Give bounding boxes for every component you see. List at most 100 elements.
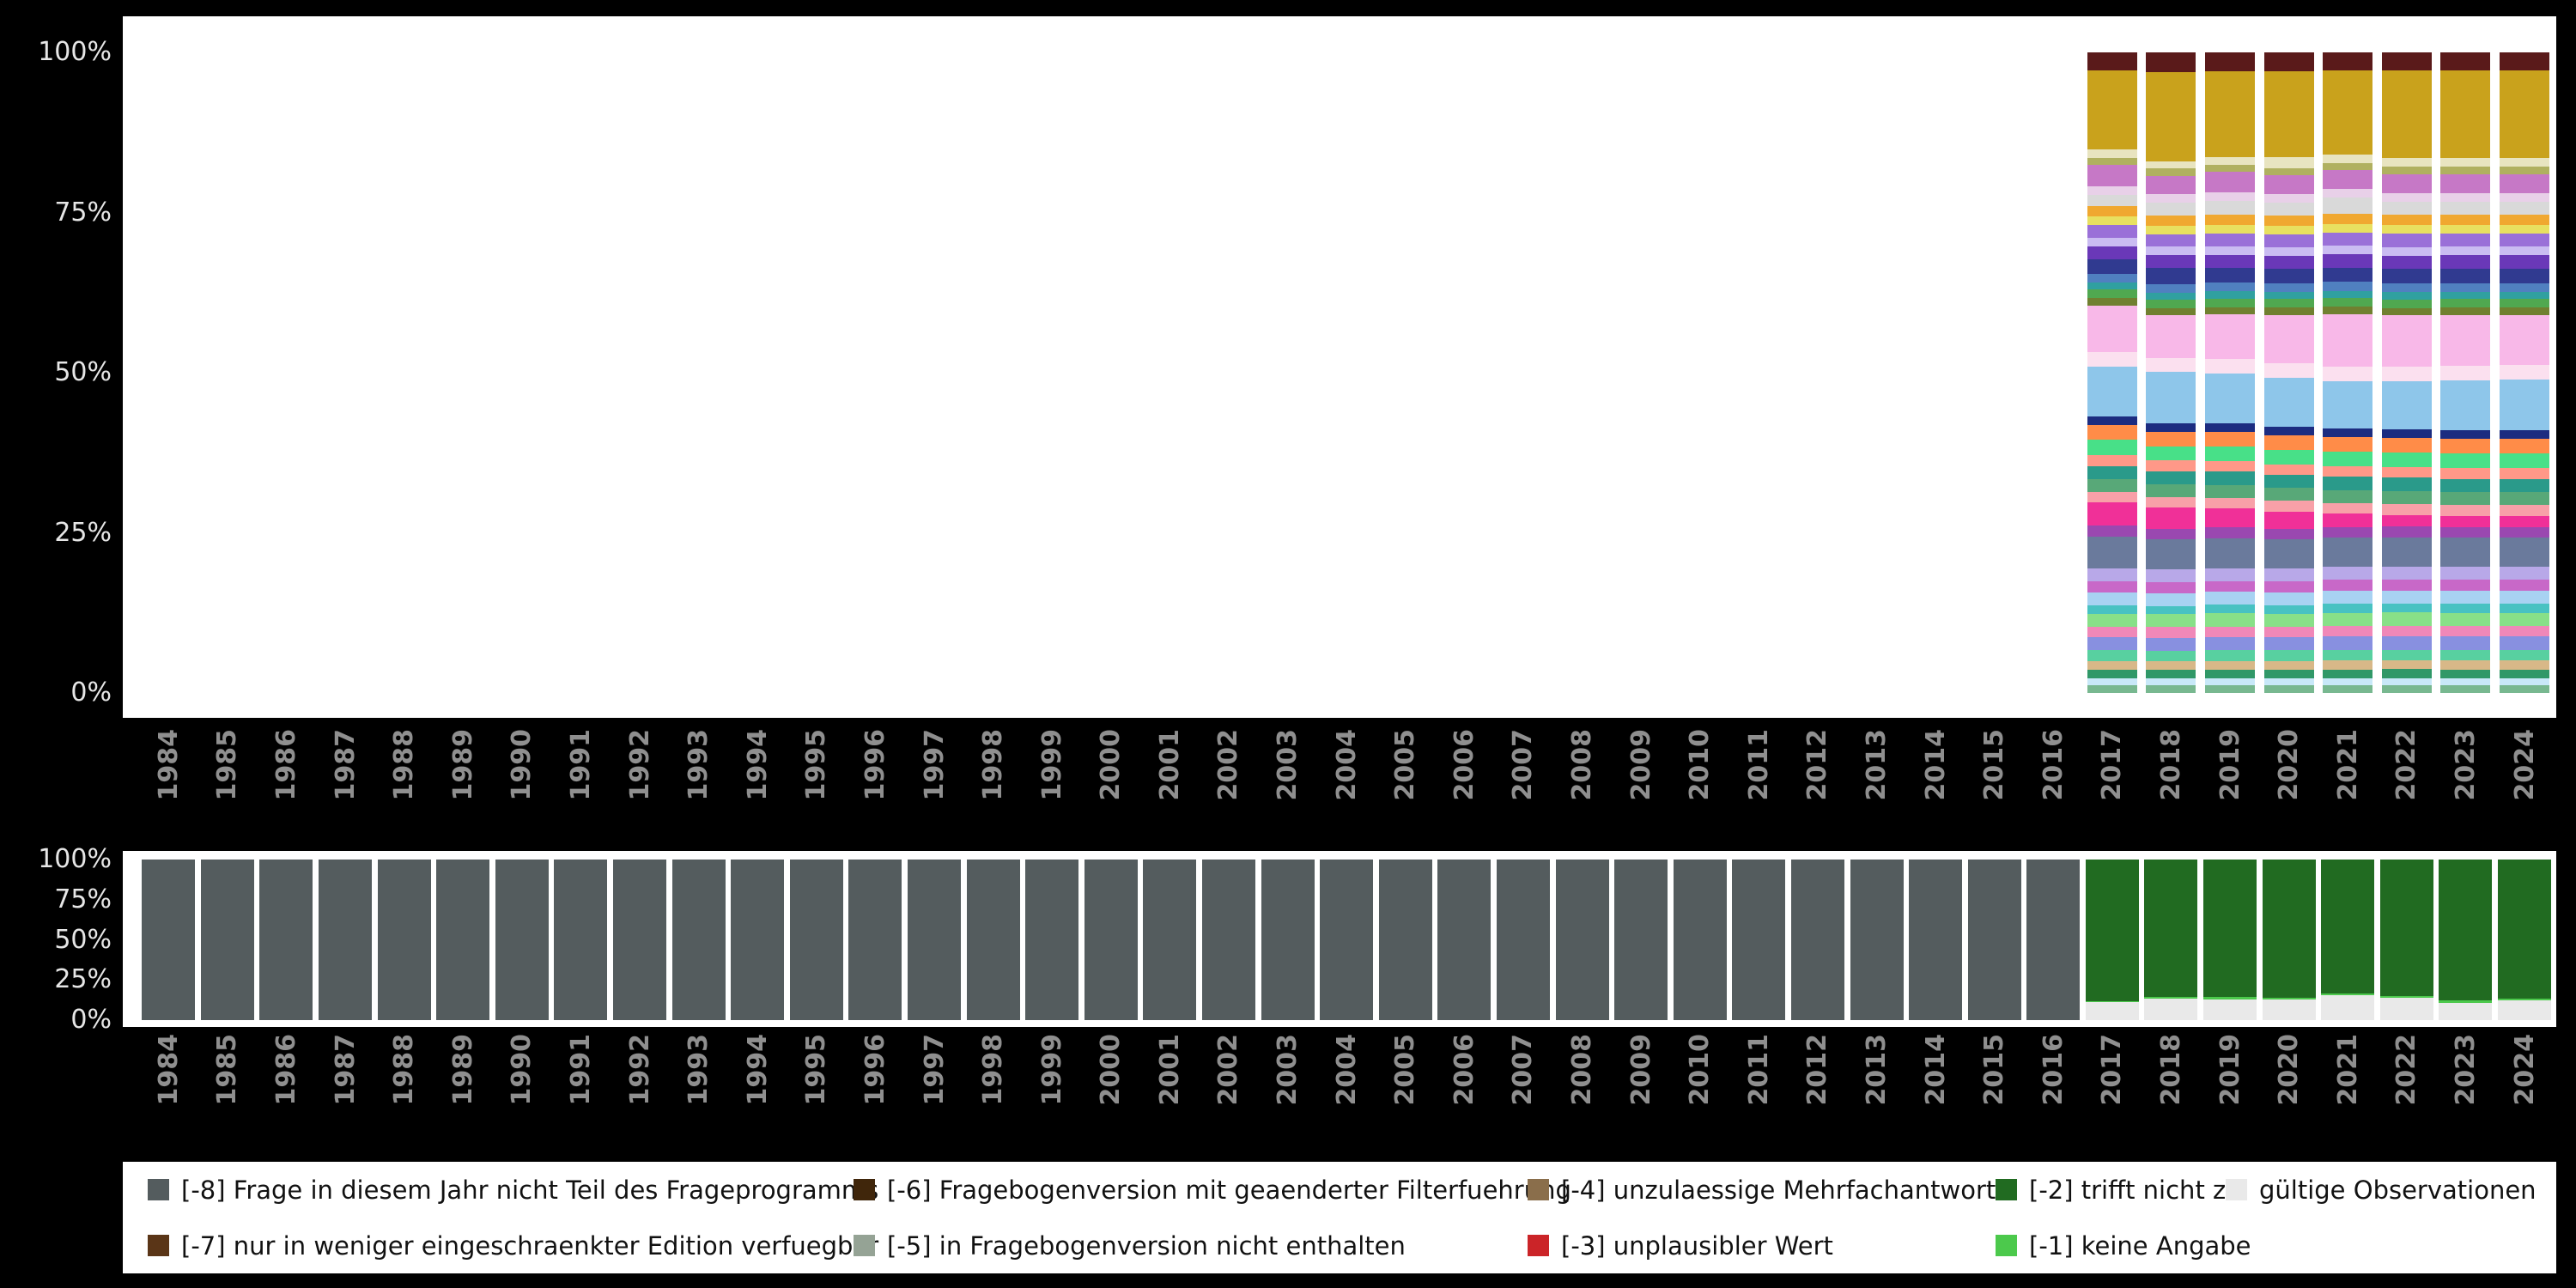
bar-segment[interactable] [2087,274,2137,283]
bar-segment[interactable] [2087,670,2137,678]
bar-segment[interactable] [2205,538,2255,568]
bar-segment[interactable] [2146,226,2196,234]
stacked-bar-2024[interactable] [2498,860,2551,1020]
bar-segment[interactable] [2440,225,2490,234]
stacked-bar-2020[interactable] [2264,52,2314,693]
bar-segment[interactable] [2440,439,2490,453]
bar-segment[interactable] [2440,613,2490,626]
bar-segment[interactable] [2087,605,2137,614]
bar-segment[interactable] [2382,174,2432,193]
bar-segment[interactable] [2382,292,2432,299]
bar-segment[interactable] [2382,567,2432,580]
bar-segment[interactable] [2146,423,2196,432]
bar-segment[interactable] [2323,268,2372,283]
stacked-bar-2016[interactable] [2026,860,2080,1020]
bar-segment[interactable] [2382,367,2432,381]
bar-segment[interactable] [2087,425,2137,440]
bar-segment[interactable] [2146,484,2196,497]
bar-segment[interactable] [2264,71,2314,157]
bar-segment[interactable] [2440,292,2490,299]
bar-segment[interactable] [2087,306,2137,352]
bar-segment[interactable] [2146,358,2196,373]
bar-segment[interactable] [2500,234,2549,246]
bar-segment[interactable] [2323,466,2372,477]
bar-segment[interactable] [2087,502,2137,526]
bar-segment[interactable] [2264,488,2314,501]
bar-segment[interactable] [2500,269,2549,283]
bar-segment[interactable] [2440,479,2490,492]
bar-segment[interactable] [2087,627,2137,638]
bar-segment[interactable] [2205,307,2255,314]
bar-segment[interactable] [2440,492,2490,505]
legend-item-neg6[interactable]: [-6] Fragebogenversion mit geaenderter F… [829,1176,1503,1205]
bar-segment[interactable] [2382,315,2432,366]
bar-segment[interactable] [2500,650,2549,661]
bar-segment-neg8[interactable] [672,860,726,1020]
stacked-bar-1989[interactable] [436,860,489,1020]
bar-segment[interactable] [2264,299,2314,307]
bar-segment[interactable] [2205,255,2255,268]
bar-segment[interactable] [2323,428,2372,437]
bar-segment[interactable] [2323,282,2372,290]
bar-segment[interactable] [2087,537,2137,569]
bar-segment[interactable] [2382,604,2432,612]
stacked-bar-2003[interactable] [1261,860,1315,1020]
bar-segment[interactable] [2500,255,2549,268]
bar-segment[interactable] [2500,202,2549,215]
bar-segment[interactable] [2323,591,2372,604]
bar-segment[interactable] [2323,197,2372,214]
bar-segment[interactable] [2323,527,2372,538]
bar-segment[interactable] [2323,155,2372,163]
bar-segment[interactable] [2440,516,2490,527]
bar-segment[interactable] [2264,307,2314,314]
bar-segment[interactable] [2323,678,2372,685]
bar-segment-neg8[interactable] [2026,860,2080,1020]
bar-segment[interactable] [2500,380,2549,430]
bar-segment[interactable] [2087,678,2137,685]
stacked-bar-2006[interactable] [1437,860,1491,1020]
stacked-bar-2023[interactable] [2439,860,2492,1020]
bar-segment[interactable] [2323,477,2372,489]
bar-segment-neg8[interactable] [1732,860,1785,1020]
bar-segment[interactable] [2323,70,2372,154]
bar-segment[interactable] [2323,314,2372,367]
bar-segment[interactable] [2087,637,2137,650]
bar-segment[interactable] [2440,70,2490,158]
bar-segment[interactable] [2264,450,2314,465]
bar-segment[interactable] [2382,308,2432,315]
bar-segment[interactable] [2205,613,2255,626]
bar-segment[interactable] [2500,70,2549,158]
bar-segment[interactable] [2205,165,2255,172]
stacked-bar-1995[interactable] [790,860,843,1020]
bar-segment[interactable] [2500,538,2549,567]
stacked-bar-1984[interactable] [142,860,195,1020]
bar-segment[interactable] [2440,246,2490,255]
bar-segment[interactable] [2500,685,2549,692]
bar-segment[interactable] [2382,202,2432,215]
bar-segment-neg2[interactable] [2380,860,2433,996]
bar-segment[interactable] [2087,238,2137,246]
bar-segment[interactable] [2440,158,2490,167]
bar-segment[interactable] [2087,416,2137,425]
bar-segment[interactable] [2264,568,2314,581]
bar-segment[interactable] [2500,283,2549,292]
bar-segment-valid[interactable] [2380,998,2433,1020]
bar-segment[interactable] [2146,293,2196,300]
bar-segment[interactable] [2087,352,2137,367]
bar-segment[interactable] [2323,580,2372,591]
bar-segment[interactable] [2205,283,2255,291]
bar-segment[interactable] [2440,430,2490,439]
bar-segment[interactable] [2205,650,2255,661]
bar-segment[interactable] [2440,234,2490,246]
bar-segment[interactable] [2087,455,2137,466]
bar-segment[interactable] [2500,246,2549,255]
bar-segment[interactable] [2146,255,2196,268]
bar-segment[interactable] [2087,479,2137,492]
bar-segment[interactable] [2146,651,2196,661]
bar-segment-neg2[interactable] [2086,860,2139,1001]
bar-segment[interactable] [2382,225,2432,234]
stacked-bar-2019[interactable] [2203,860,2257,1020]
bar-segment[interactable] [2382,269,2432,283]
bar-segment[interactable] [2382,453,2432,467]
bar-segment[interactable] [2382,429,2432,438]
